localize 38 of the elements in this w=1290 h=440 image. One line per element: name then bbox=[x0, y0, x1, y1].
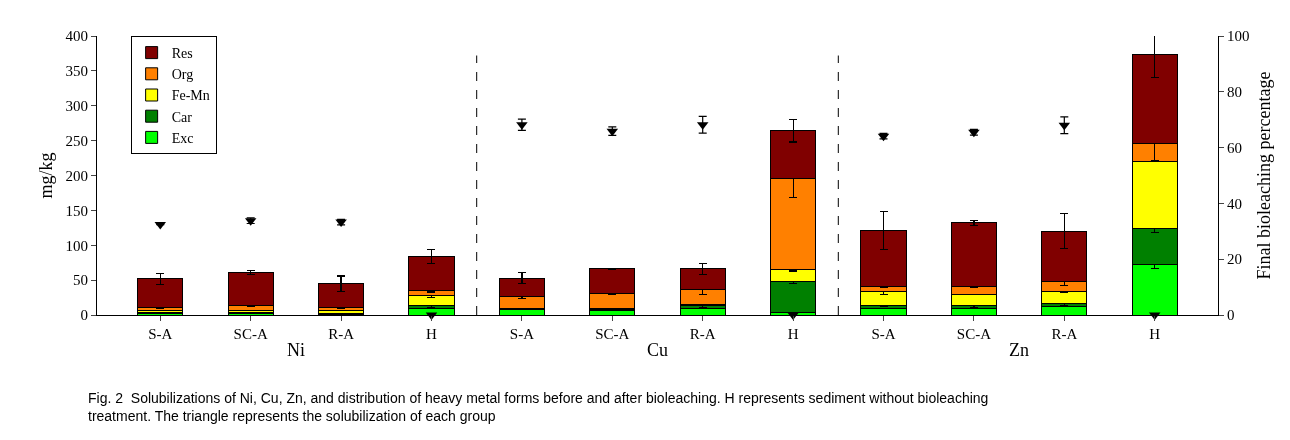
x-tick-label: S-A bbox=[509, 326, 535, 342]
x-tick-label: H bbox=[1149, 326, 1161, 342]
x-tick-label: S-A bbox=[871, 326, 896, 342]
y-tick-label: 300 bbox=[65, 98, 88, 114]
y-tick-label: 50 bbox=[73, 272, 88, 289]
x-tick-label: R-A bbox=[689, 326, 716, 342]
y-tick-label: 400 bbox=[65, 28, 88, 45]
y2-tick-label: 60 bbox=[1227, 139, 1242, 156]
x-tick-label: H bbox=[787, 326, 799, 342]
text: Cu bbox=[647, 340, 669, 360]
x-tick-label: SC-A bbox=[233, 326, 268, 342]
legend-label: Exc bbox=[171, 130, 194, 146]
y-tick-label: 250 bbox=[65, 132, 88, 149]
y-tick-label: 350 bbox=[65, 63, 88, 80]
y2-tick-label: 40 bbox=[1227, 195, 1242, 212]
y-tick-label: 200 bbox=[65, 167, 88, 184]
text: Zn bbox=[1009, 340, 1029, 360]
y2-tick-label: 20 bbox=[1227, 251, 1242, 268]
x-tick-label: S-A bbox=[148, 326, 173, 342]
legend-label: Car bbox=[171, 109, 193, 125]
y-axis-title: mg/kg bbox=[35, 152, 56, 199]
x-tick-label: H bbox=[426, 326, 438, 342]
y-tick-label: 150 bbox=[65, 202, 88, 219]
legend-label: Res bbox=[171, 46, 193, 62]
text: Ni bbox=[287, 340, 305, 360]
y2-tick-label: 0 bbox=[1227, 307, 1235, 324]
y-tick-label: 100 bbox=[65, 237, 88, 254]
legend-label: Org bbox=[171, 67, 194, 83]
x-tick-label: SC-A bbox=[595, 326, 630, 342]
x-tick-label: SC-A bbox=[956, 326, 992, 342]
caption: Fig. 2 Solubilizations of Ni, Cu, Zn, and distribution of heavy metal forms before and after bioleaching. H represents sediment without bioleaching treatment. The triangle represents the solubilization of each group bbox=[88, 390, 989, 425]
y2-tick-label: 80 bbox=[1227, 84, 1242, 101]
x-tick-label: R-A bbox=[328, 326, 355, 342]
y2-axis-title: Final bioleaching percentage bbox=[1253, 71, 1274, 280]
y2-tick-label: 100 bbox=[1227, 28, 1250, 45]
y-tick-label: 0 bbox=[80, 307, 88, 324]
x-tick-label: R-A bbox=[1051, 326, 1078, 342]
legend-label: Fe-Mn bbox=[171, 88, 210, 104]
